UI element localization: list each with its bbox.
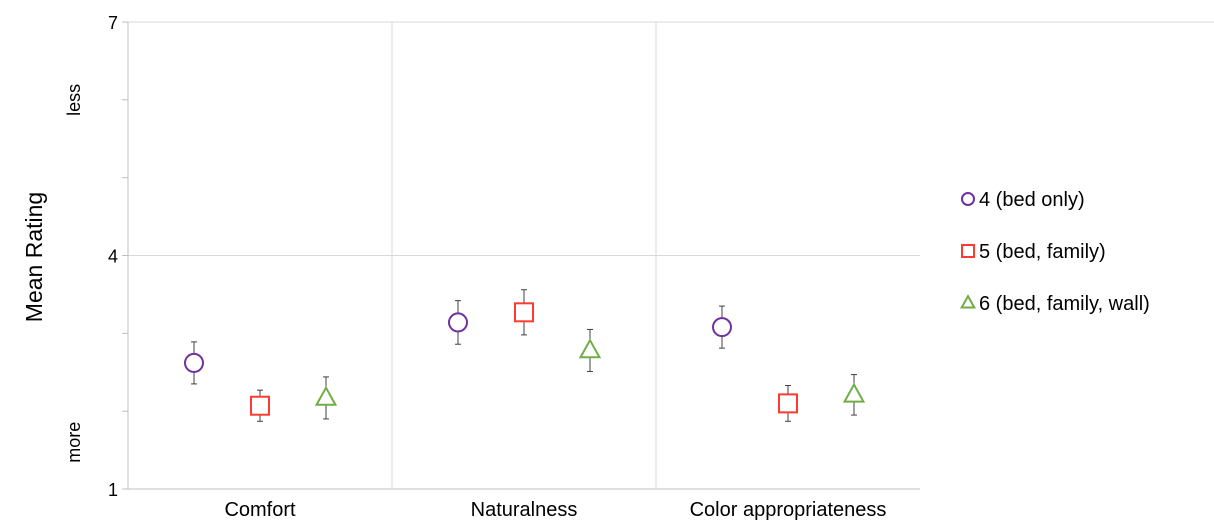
point-square-2 [778, 384, 798, 422]
y-axis-title: Mean Rating [21, 192, 47, 322]
legend: 4 (bed only) 5 (bed, family) 6 (bed, famil… [960, 189, 1150, 315]
legend-item-2: 6 (bed, family, wall) [960, 293, 1150, 315]
triangle-marker [842, 382, 866, 403]
square-marker [250, 395, 270, 416]
triangle-legend-marker [960, 294, 976, 309]
square-legend-marker [961, 244, 975, 258]
legend-item-1: 5 (bed, family) [961, 241, 1106, 263]
y-descriptor-more: more [64, 422, 84, 463]
point-square-1 [514, 289, 534, 336]
axes [122, 21, 920, 490]
y-tick-label-4: 4 [108, 247, 118, 267]
triangle-marker [314, 385, 338, 406]
point-triangle-1 [578, 328, 602, 372]
circle-legend-marker [961, 192, 975, 206]
y-tick-labels: 1 4 7 less more [64, 13, 118, 500]
y-tick-label-1: 1 [108, 480, 118, 500]
point-circle-2 [712, 305, 732, 349]
y-tick-label-7: 7 [108, 13, 118, 33]
point-triangle-0 [314, 376, 338, 420]
data-markers [184, 289, 866, 422]
category-label-1: Naturalness [471, 499, 578, 521]
square-marker [778, 393, 798, 414]
legend-label: 5 (bed, family) [979, 241, 1106, 263]
legend-label: 4 (bed only) [979, 189, 1085, 211]
category-label-0: Comfort [224, 499, 296, 521]
legend-label: 6 (bed, family, wall) [979, 293, 1150, 315]
point-triangle-2 [842, 374, 866, 416]
circle-marker [712, 317, 732, 338]
point-square-0 [250, 389, 270, 422]
square-marker [514, 302, 534, 323]
category-label-2: Color appropriateness [690, 499, 887, 521]
point-circle-1 [448, 300, 468, 345]
y-descriptor-less: less [64, 84, 84, 116]
legend-item-0: 4 (bed only) [961, 189, 1085, 211]
circle-marker [448, 312, 468, 333]
circle-marker [184, 352, 204, 373]
category-labels: Comfort Naturalness Color appropriateness [224, 499, 886, 521]
triangle-marker [578, 338, 602, 359]
point-circle-0 [184, 341, 204, 385]
